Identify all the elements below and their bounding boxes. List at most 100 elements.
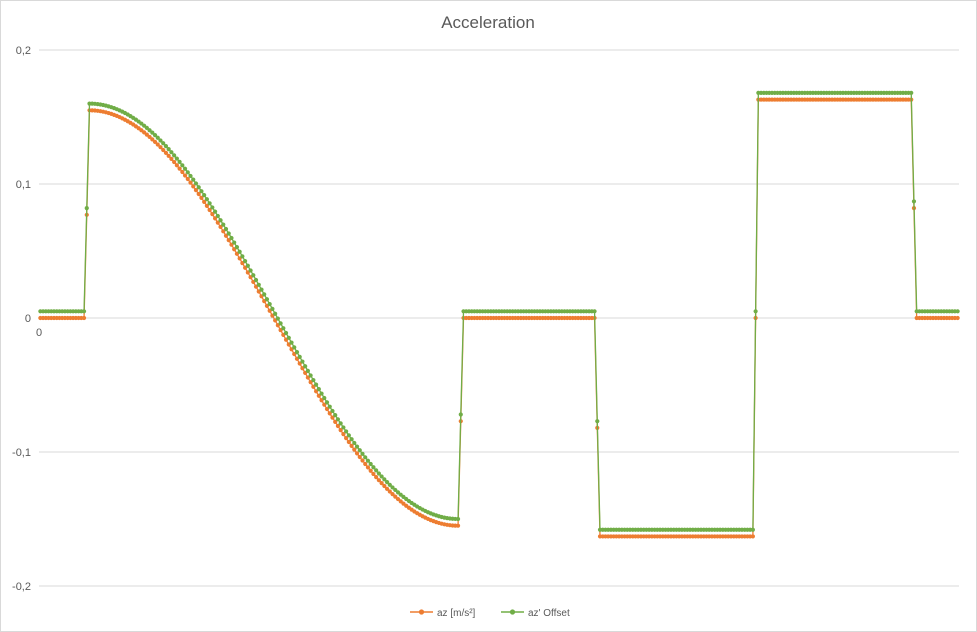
data-point	[166, 147, 171, 152]
data-point	[191, 177, 196, 182]
data-point	[349, 443, 354, 448]
data-point	[81, 315, 87, 321]
data-point	[338, 421, 343, 426]
data-point	[188, 173, 193, 179]
data-point	[180, 163, 185, 168]
data-point	[232, 240, 237, 245]
data-point	[182, 173, 188, 178]
legend-item-az-offset[interactable]: az' Offset	[501, 608, 570, 619]
data-point	[384, 486, 390, 491]
data-point	[243, 258, 248, 264]
data-point	[147, 134, 152, 140]
data-point	[256, 282, 261, 287]
data-point	[163, 144, 169, 149]
data-point	[172, 153, 177, 158]
data-point	[144, 125, 149, 131]
y-tick-label: -0,1	[12, 447, 31, 459]
data-point	[207, 201, 212, 206]
data-point	[354, 451, 360, 456]
data-point	[251, 273, 256, 278]
data-point	[379, 474, 384, 479]
data-point	[338, 428, 343, 433]
data-point	[172, 159, 177, 165]
data-point	[297, 354, 302, 359]
data-point	[202, 199, 207, 204]
data-point	[152, 139, 158, 144]
data-point	[360, 458, 365, 463]
data-point	[215, 213, 220, 219]
data-point	[215, 220, 220, 225]
data-point	[750, 527, 755, 532]
data-point	[150, 137, 155, 142]
chart-title: Acceleration	[441, 13, 535, 32]
data-point	[81, 309, 87, 314]
data-point	[180, 169, 185, 175]
data-point	[371, 471, 376, 477]
data-point	[384, 480, 390, 485]
data-point	[324, 400, 330, 405]
data-point	[158, 145, 163, 150]
data-point	[150, 130, 155, 135]
x-axis-tick-labels: 0	[36, 327, 42, 339]
data-point	[199, 195, 204, 200]
data-point	[212, 216, 218, 221]
data-point	[204, 197, 209, 202]
data-point	[395, 496, 401, 502]
data-point	[371, 465, 376, 470]
data-point	[237, 249, 242, 254]
data-point	[169, 150, 174, 155]
data-point	[346, 433, 351, 438]
data-point	[174, 163, 179, 168]
legend-label-az-offset: az' Offset	[528, 608, 570, 619]
data-point	[259, 287, 264, 292]
data-point	[387, 489, 392, 494]
y-tick-label: 0,1	[16, 179, 31, 191]
data-point	[240, 254, 245, 259]
data-point	[308, 373, 313, 378]
data-point	[253, 277, 259, 283]
data-point	[155, 142, 160, 147]
series-lines	[38, 90, 960, 539]
data-point	[161, 141, 166, 146]
data-point	[595, 419, 600, 424]
data-point	[955, 315, 960, 321]
data-point	[313, 382, 319, 387]
data-point	[341, 432, 346, 437]
data-point	[273, 311, 278, 316]
data-point	[327, 404, 332, 409]
data-point	[322, 395, 327, 401]
data-point	[264, 297, 270, 302]
data-point	[182, 166, 188, 171]
data-point	[204, 203, 209, 208]
data-point	[324, 406, 330, 412]
data-point	[316, 387, 321, 392]
data-point	[753, 309, 758, 314]
data-point	[387, 482, 392, 487]
data-point	[229, 235, 234, 241]
data-point	[376, 478, 381, 483]
data-point	[147, 128, 152, 133]
y-tick-label: 0,2	[16, 45, 31, 57]
data-point	[286, 335, 291, 340]
data-point	[218, 224, 223, 230]
data-point	[357, 448, 362, 453]
data-point	[374, 475, 379, 480]
data-point	[354, 444, 360, 449]
y-axis-tick-labels: -0,2 -0,1 0 0,1 0,2	[12, 45, 31, 593]
data-point	[382, 477, 387, 482]
data-point	[188, 180, 193, 185]
legend-marker-az-offset	[509, 609, 516, 615]
data-point	[158, 138, 163, 143]
data-point	[341, 425, 346, 430]
data-point	[322, 402, 327, 407]
data-point	[368, 461, 373, 467]
data-point	[210, 205, 215, 210]
data-point	[270, 306, 275, 311]
data-point	[223, 226, 229, 232]
data-point	[393, 494, 398, 499]
data-point	[84, 206, 89, 211]
data-point	[262, 292, 267, 297]
legend-item-az[interactable]: az [m/s²]	[410, 608, 476, 619]
